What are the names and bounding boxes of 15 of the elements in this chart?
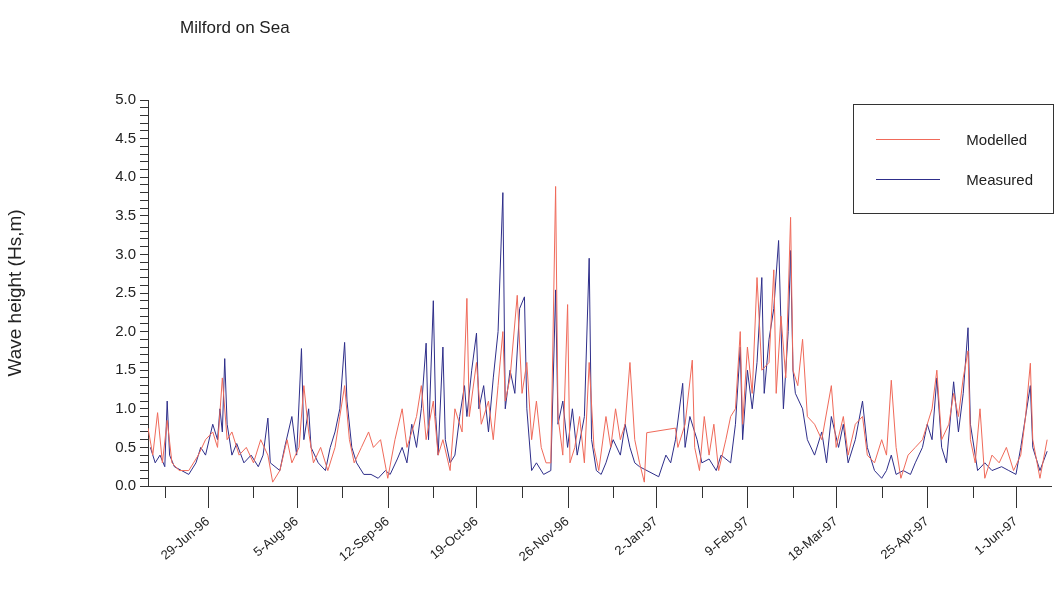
y-tick-label: 2.0	[115, 321, 136, 339]
y-axis-title: Wave height (Hs,m)	[3, 209, 25, 377]
chart-title: Milford on Sea	[180, 18, 290, 38]
y-tick-label: 5.0	[115, 90, 136, 108]
y-tick-label: 3.5	[115, 205, 136, 223]
y-tick-label: 2.5	[115, 283, 136, 301]
y-tick-label: 4.5	[115, 128, 136, 146]
y-tick-label: 4.0	[115, 167, 136, 185]
y-tick-label: 3.0	[115, 244, 136, 262]
y-tick-label: 0.0	[115, 476, 136, 494]
y-tick-label: 1.0	[115, 398, 136, 416]
legend-label: Modelled	[966, 130, 1028, 148]
y-tick-label: 1.5	[115, 360, 136, 378]
legend-label: Measured	[966, 170, 1033, 188]
y-tick-label: 0.5	[115, 437, 136, 455]
